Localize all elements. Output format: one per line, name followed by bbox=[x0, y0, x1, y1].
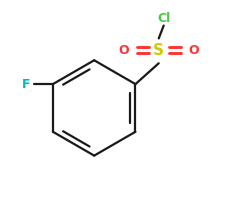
Text: O: O bbox=[118, 44, 129, 57]
Text: Cl: Cl bbox=[157, 12, 170, 25]
Text: F: F bbox=[22, 78, 30, 91]
Text: S: S bbox=[153, 43, 164, 58]
Text: O: O bbox=[189, 44, 199, 57]
